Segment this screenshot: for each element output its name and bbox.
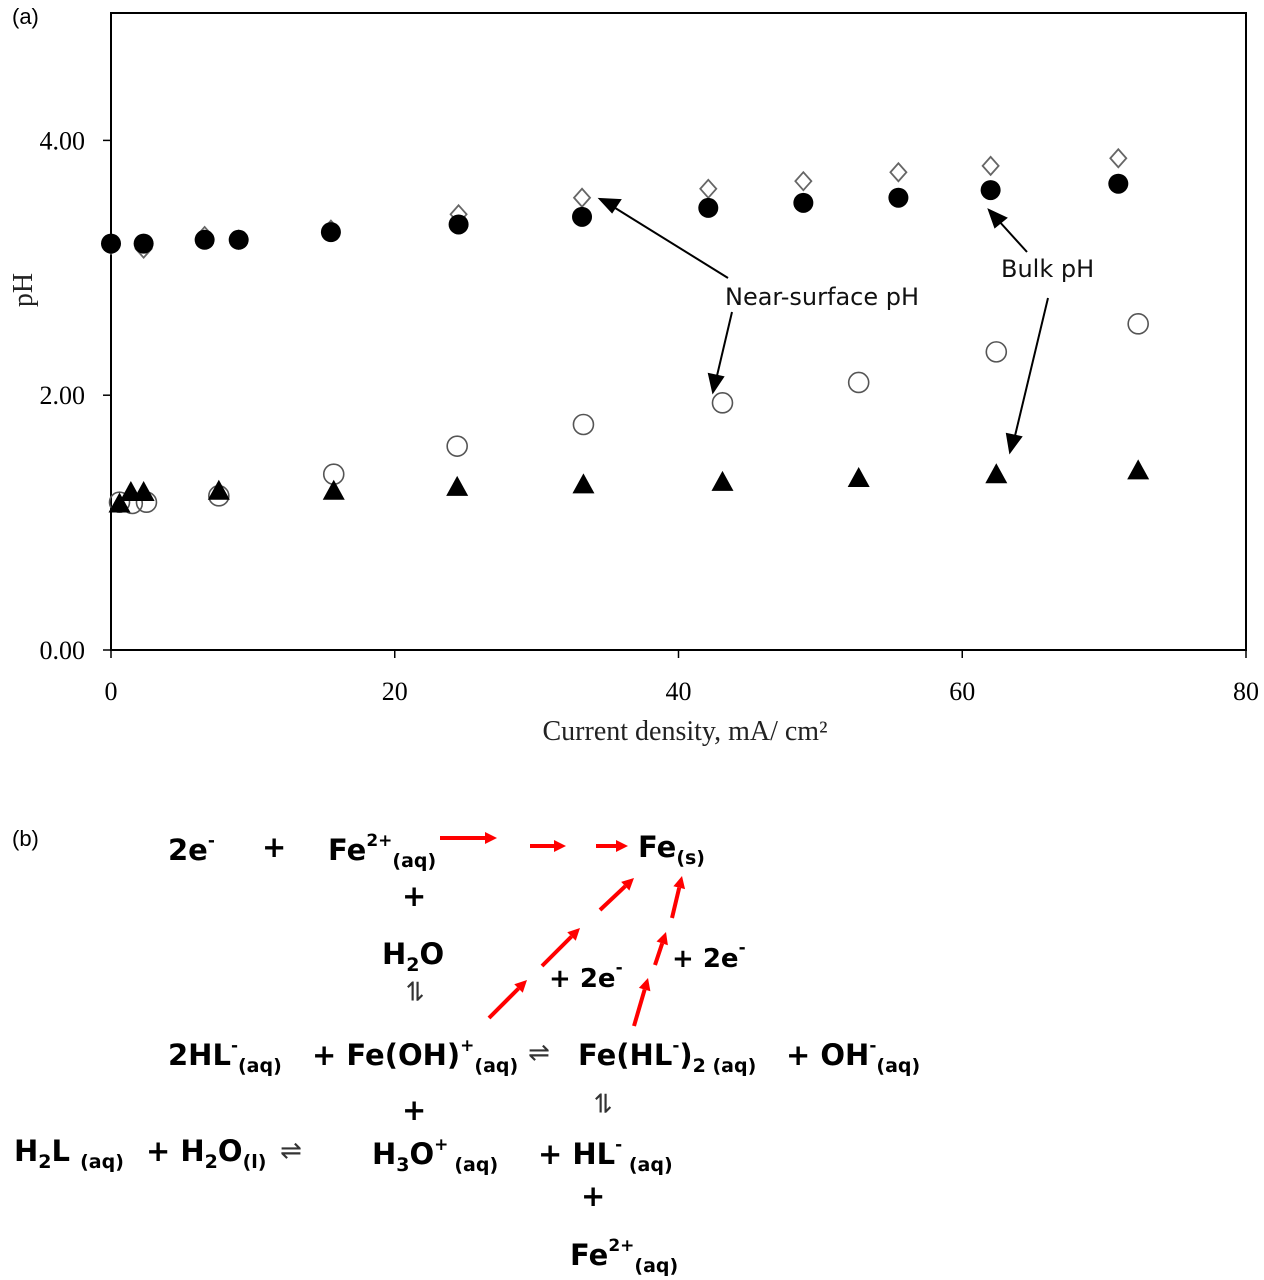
point-filled-circle xyxy=(133,233,154,254)
point-filled-circle xyxy=(320,222,341,243)
point-open-diamond xyxy=(1109,147,1128,169)
data-marks xyxy=(101,147,1150,515)
point-open-diamond xyxy=(572,187,592,209)
y-tick-label: 4.00 xyxy=(40,126,86,155)
x-tick-label: 60 xyxy=(949,677,975,706)
plus-below-feoh: + xyxy=(402,1093,427,1127)
red-arrow xyxy=(596,840,628,852)
y-tick-label: 0.00 xyxy=(40,636,86,665)
hl-minus-2: 2HL-(aq) xyxy=(168,1036,282,1077)
plus-top: + xyxy=(262,830,287,864)
water: H2O xyxy=(382,937,445,976)
plot-frame xyxy=(110,12,1247,651)
point-open-diamond xyxy=(794,170,813,192)
plus-2e-a: + 2e- xyxy=(549,958,623,994)
point-open-circle xyxy=(572,413,595,436)
fe-solid: Fe(s) xyxy=(638,830,705,869)
equilibrium-vertical-2: ⇌ xyxy=(587,1092,618,1114)
red-arrow xyxy=(440,832,497,844)
ph-chart: (a) 0 20 40 60 80 0.00 2.00 4.00 Near-surface p… xyxy=(8,4,1260,747)
point-filled-circle xyxy=(888,187,909,208)
point-open-circle xyxy=(985,341,1008,363)
x-tick-label: 80 xyxy=(1233,677,1259,706)
h2l: H2L (aq) xyxy=(14,1134,124,1173)
point-open-circle xyxy=(446,435,468,457)
annotation-arrows xyxy=(597,197,1049,455)
point-filled-circle xyxy=(448,214,469,235)
point-open-circle xyxy=(711,392,734,414)
point-filled-triangle xyxy=(572,473,595,494)
point-open-diamond xyxy=(889,161,908,183)
equilibrium-bottom: ⇌ xyxy=(280,1136,302,1166)
point-filled-triangle xyxy=(1127,459,1150,480)
fe2-top: Fe2+(aq) xyxy=(328,831,437,872)
equilibrium-mid: ⇌ xyxy=(528,1038,550,1068)
electrons-2e: 2e- xyxy=(168,831,215,867)
point-open-diamond xyxy=(981,155,1000,177)
fe2-bottom: Fe2+(aq) xyxy=(570,1236,679,1277)
red-arrow xyxy=(598,878,634,912)
point-open-circle xyxy=(1127,313,1149,335)
plus-below-fe2: + xyxy=(402,879,427,913)
point-filled-triangle xyxy=(847,467,870,488)
panel-a-label: (a) xyxy=(12,4,39,29)
y-tick-label: 2.00 xyxy=(40,381,86,410)
y-axis-title: pH xyxy=(8,273,39,307)
point-filled-triangle xyxy=(108,492,131,513)
point-open-circle xyxy=(847,371,870,394)
hl-minus: + HL- (aq) xyxy=(538,1135,673,1176)
x-tick-label: 0 xyxy=(105,677,118,706)
point-filled-circle xyxy=(194,229,215,250)
point-filled-triangle xyxy=(446,475,469,496)
point-open-diamond xyxy=(699,178,718,200)
water-liquid: + H2O(l) xyxy=(146,1134,267,1173)
red-arrow xyxy=(653,932,668,966)
plus-2e-b: + 2e- xyxy=(672,938,746,974)
red-arrow xyxy=(632,978,651,1027)
plus-below-hl: + xyxy=(581,1179,606,1213)
point-filled-circle xyxy=(1108,173,1129,194)
series-filled-triangle xyxy=(108,459,1150,513)
red-arrow xyxy=(487,980,527,1020)
fe-hl2: Fe(HL-)2 (aq) xyxy=(578,1036,757,1077)
equilibrium-vertical-1: ⇌ xyxy=(399,980,430,1002)
point-filled-triangle xyxy=(132,481,155,502)
point-filled-circle xyxy=(980,180,1001,201)
hydronium: H3O+ (aq) xyxy=(372,1135,499,1176)
point-filled-circle xyxy=(228,229,249,250)
near-surface-annotation: Near-surface pH xyxy=(725,283,919,311)
bulk-annotation: Bulk pH xyxy=(1001,255,1094,283)
hydroxide: + OH-(aq) xyxy=(786,1036,921,1077)
point-filled-triangle xyxy=(985,463,1008,484)
point-filled-triangle xyxy=(207,479,230,500)
point-filled-circle xyxy=(572,206,593,227)
red-arrow xyxy=(670,876,686,919)
point-filled-circle xyxy=(793,192,814,213)
x-axis-title: Current density, mA/ cm² xyxy=(543,716,828,747)
point-filled-triangle xyxy=(711,470,734,491)
series-filled-circle xyxy=(101,173,1129,254)
feoh-plus: + Fe(OH)+(aq) xyxy=(312,1036,519,1077)
point-filled-circle xyxy=(698,197,719,218)
x-tick-label: 40 xyxy=(666,677,692,706)
red-arrow xyxy=(530,840,566,852)
point-filled-circle xyxy=(101,233,121,254)
panel-b-label: (b) xyxy=(12,826,39,851)
series-open-circle xyxy=(108,313,1149,515)
x-tick-label: 20 xyxy=(382,677,408,706)
axis-ticks: 0 20 40 60 80 0.00 2.00 4.00 xyxy=(40,126,1260,706)
point-filled-triangle xyxy=(322,479,345,500)
